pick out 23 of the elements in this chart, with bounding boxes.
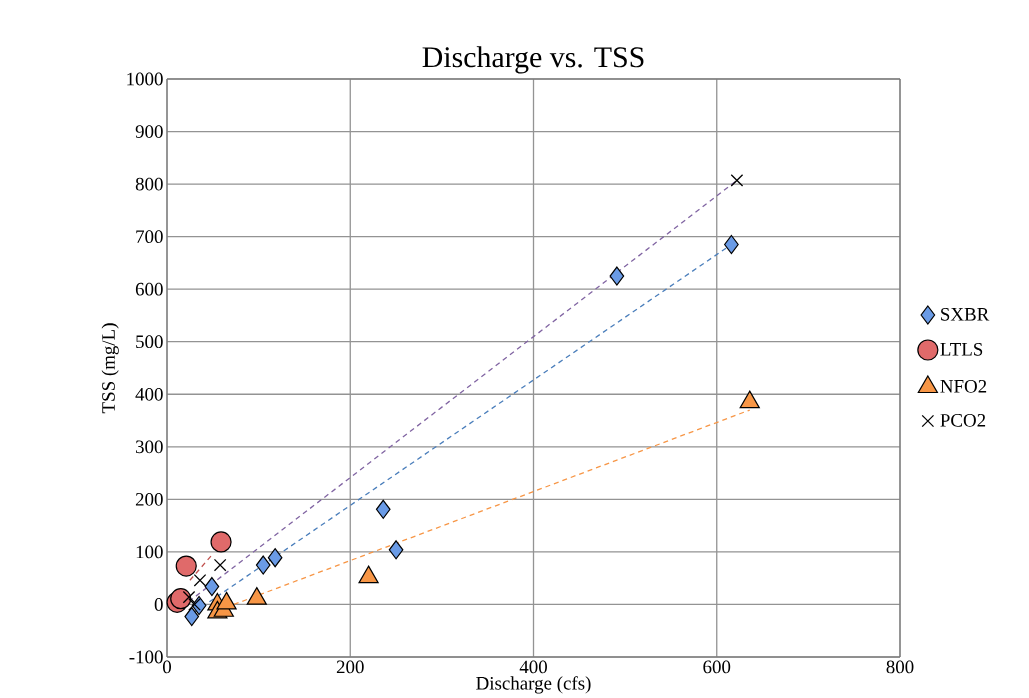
y-tick-label: -100 xyxy=(129,650,163,664)
y-tick-label: 500 xyxy=(136,335,163,349)
y-tick-label: 0 xyxy=(154,598,163,611)
legend-label: LTLS xyxy=(940,342,983,356)
y-tick-label: 100 xyxy=(136,545,163,559)
chart-title: Discharge vs. TSS xyxy=(422,46,644,74)
x-tick-label: 600 xyxy=(703,660,731,674)
legend-label: NFO2 xyxy=(940,379,987,393)
legend-label: PCO2 xyxy=(940,413,986,427)
y-axis-title: TSS (mg/L) xyxy=(101,323,119,414)
x-axis-title: Discharge (cfs) xyxy=(476,676,591,694)
y-tick-label: 200 xyxy=(135,492,163,506)
x-tick-label: 800 xyxy=(886,660,914,674)
legend-label: SXBR xyxy=(941,307,990,321)
y-tick-label: 1000 xyxy=(127,72,163,86)
y-tick-label: 700 xyxy=(136,230,163,244)
x-tick-label: 400 xyxy=(519,660,547,674)
y-tick-label: 400 xyxy=(135,387,163,401)
x-tick-label: 200 xyxy=(336,660,364,674)
y-tick-label: 300 xyxy=(135,440,163,454)
y-tick-label: 800 xyxy=(135,177,163,191)
y-tick-label: 600 xyxy=(135,282,163,296)
y-tick-label: 900 xyxy=(135,125,163,138)
